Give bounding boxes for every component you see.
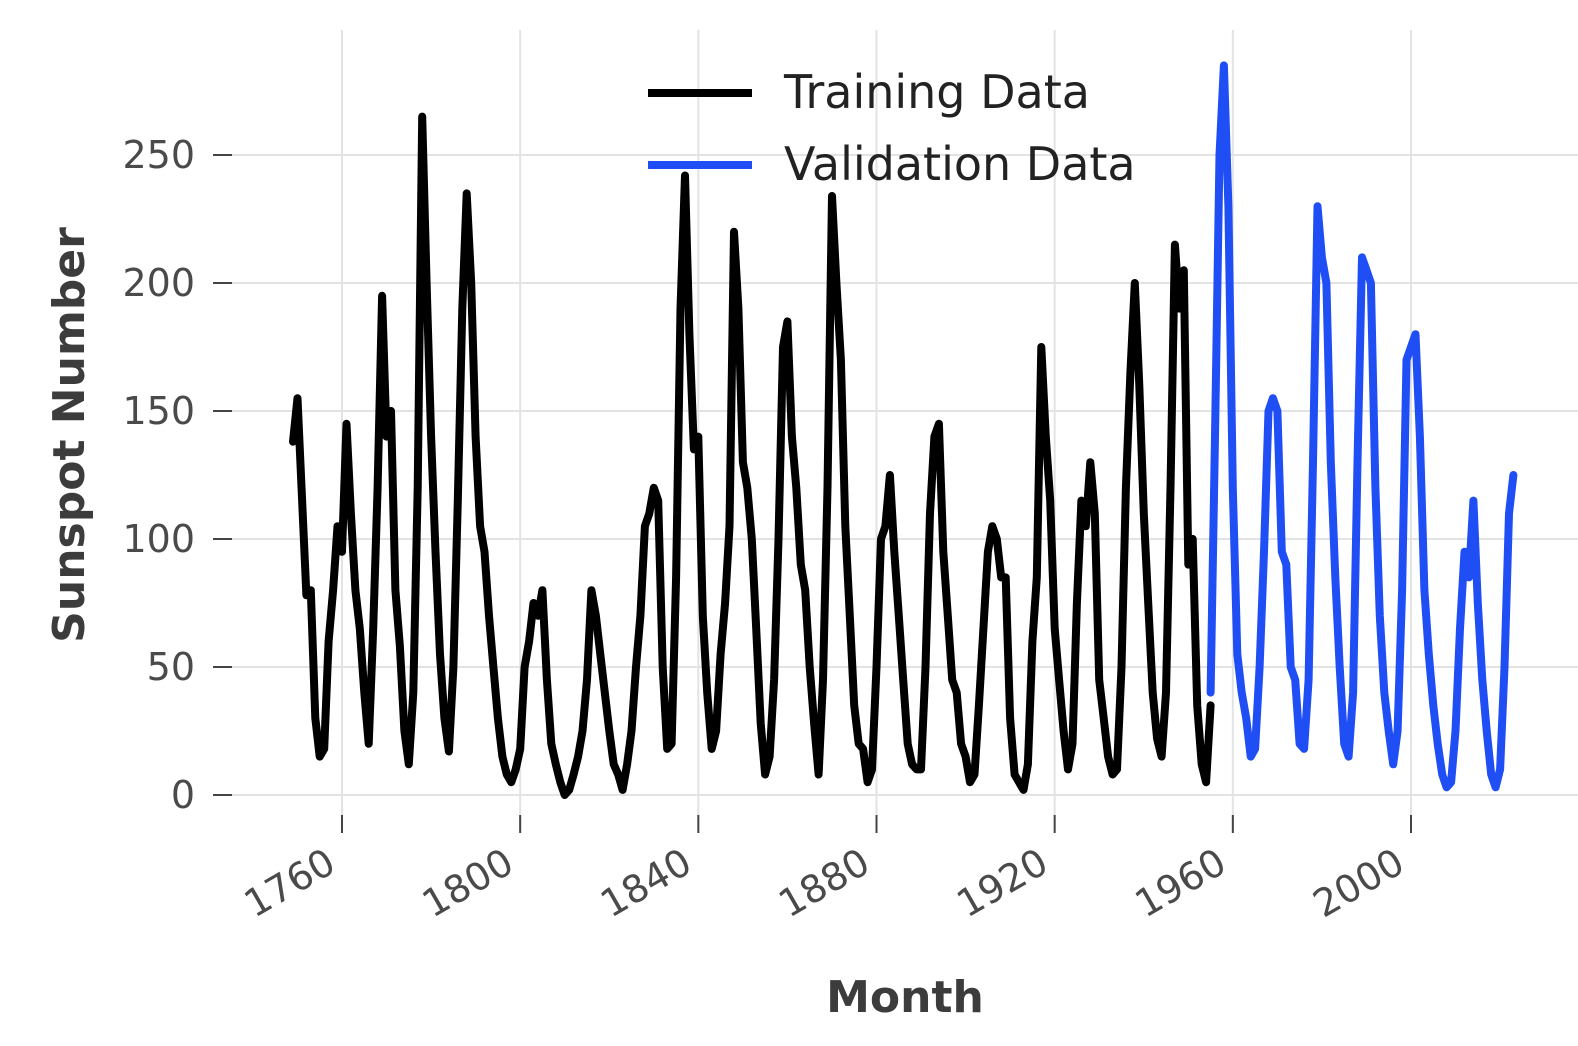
y-tick-label: 200 bbox=[122, 261, 195, 305]
series-lines bbox=[289, 61, 1518, 799]
x-axis-title: Month bbox=[826, 972, 984, 1023]
x-tick-label: 2000 bbox=[1306, 840, 1412, 926]
series-line-training-data bbox=[289, 112, 1215, 799]
x-tick-label: 1880 bbox=[771, 840, 877, 926]
y-tick-label: 150 bbox=[122, 389, 195, 433]
x-tick-label: 1920 bbox=[949, 840, 1055, 926]
legend: Training Data Validation Data bbox=[648, 65, 1136, 191]
series-line-validation-data bbox=[1206, 61, 1518, 792]
x-tick-label: 1760 bbox=[237, 840, 343, 926]
y-axis-title: Sunspot Number bbox=[44, 227, 95, 643]
legend-label-training-data: Training Data bbox=[783, 65, 1090, 119]
x-tick-label: 1960 bbox=[1128, 840, 1234, 926]
y-tick-label: 100 bbox=[122, 517, 195, 561]
y-tick-label: 50 bbox=[147, 645, 195, 689]
y-axis-ticks: 0 50 100 150 200 250 bbox=[122, 133, 232, 817]
y-tick-label: 250 bbox=[122, 133, 195, 177]
x-tick-label: 1840 bbox=[593, 840, 699, 926]
x-axis-ticks: 1760 1800 1840 1880 1920 1960 2000 bbox=[237, 815, 1412, 926]
x-tick-label: 1800 bbox=[415, 840, 521, 926]
legend-label-validation-data: Validation Data bbox=[784, 137, 1136, 191]
y-tick-label: 0 bbox=[171, 773, 195, 817]
